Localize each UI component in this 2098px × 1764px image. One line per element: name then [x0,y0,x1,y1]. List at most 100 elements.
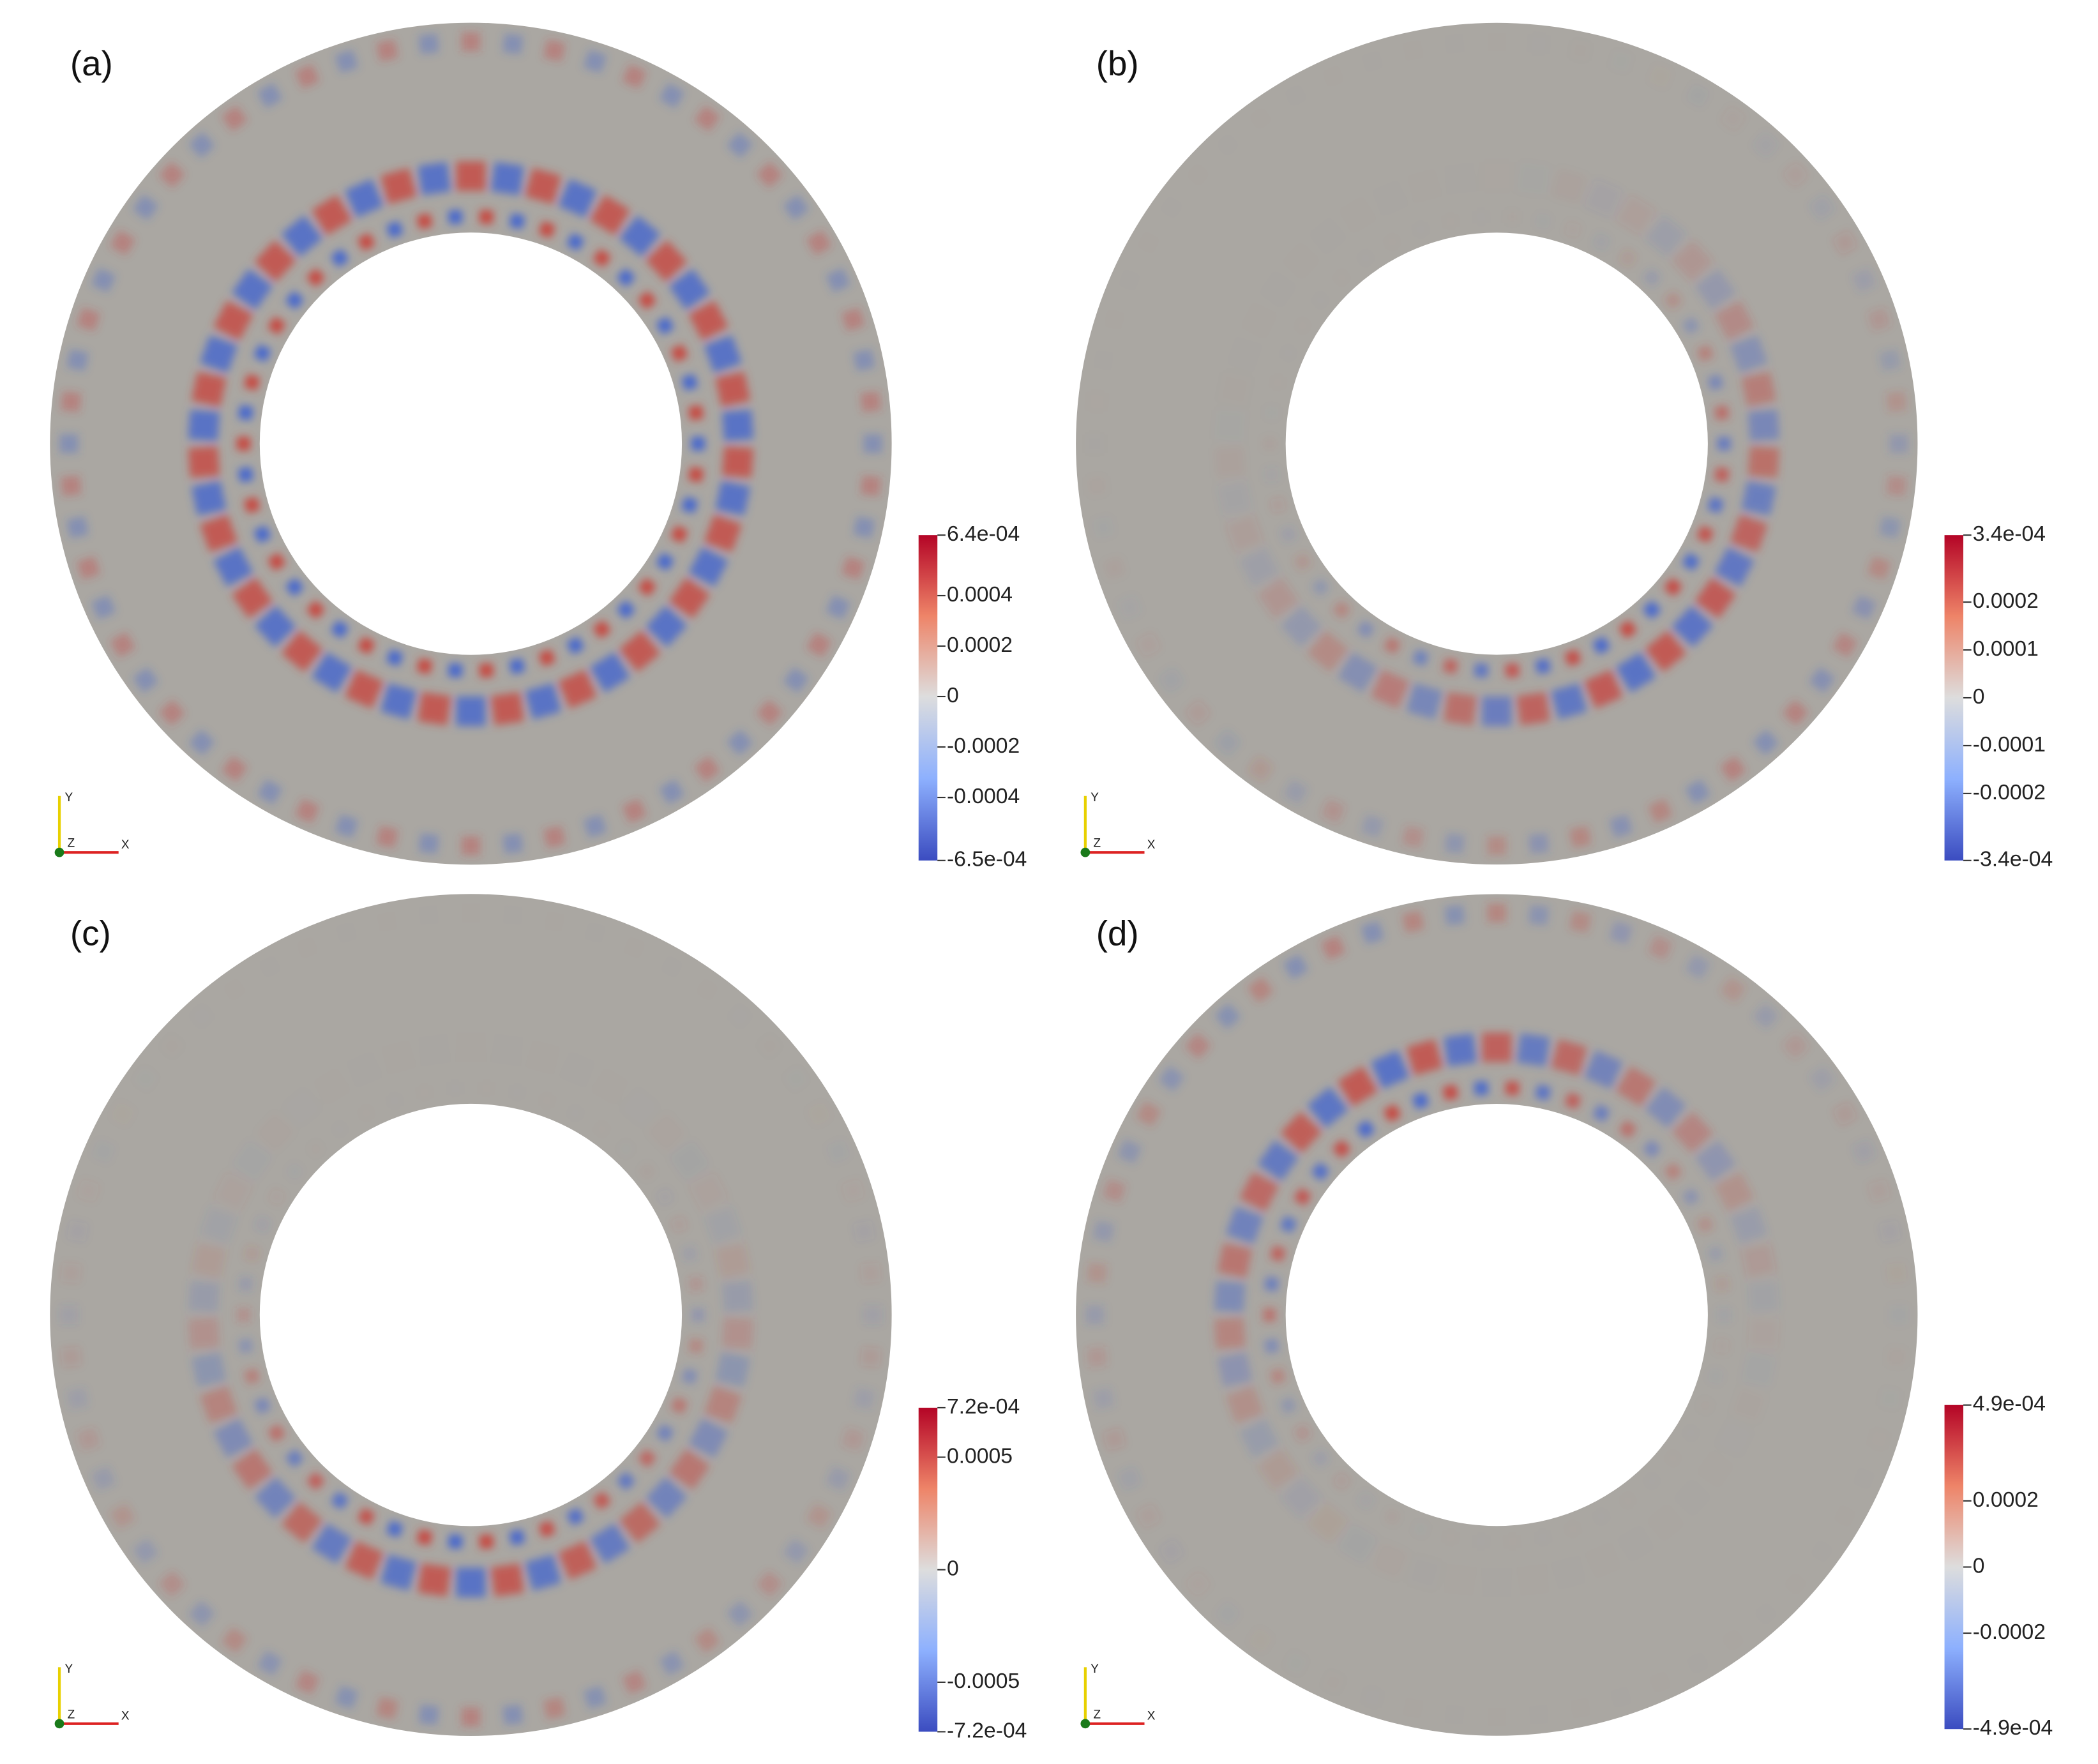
field-cell [1528,905,1550,926]
field-cell [418,905,439,925]
field-cell [1592,232,1611,252]
field-cell [1535,213,1551,229]
field-cell [281,1502,323,1544]
field-cell [456,1567,486,1597]
field-cell [1311,1162,1331,1181]
field-cell [852,1220,875,1243]
field-cell [756,161,783,188]
field-cell [691,437,705,451]
field-cell [267,1424,286,1443]
field-cell [806,1503,832,1529]
field-cell [1214,1281,1246,1313]
field-cell [1383,1104,1401,1122]
field-cell [721,1281,754,1313]
field-cell [543,910,566,933]
field-cell [188,132,215,158]
field-cell [1444,905,1465,926]
colorbar-tick-label: -3.4e-04 [1973,848,2053,871]
field-cell [1671,605,1714,647]
field-cell [860,475,881,496]
field-cell [509,658,525,674]
field-cell [1239,547,1279,587]
field-cell [1528,833,1550,854]
field-cell [257,1650,283,1677]
field-cell [1087,476,1107,496]
triad-label: Z [1093,837,1101,850]
field-cell [619,630,661,672]
annulus [1076,22,1918,865]
field-cell [1618,1120,1638,1139]
colorbar-tick-label: 0 [947,684,959,707]
field-cell [357,1507,375,1526]
field-cell [61,1262,82,1283]
field-cell [1717,437,1731,451]
field-cell [1642,600,1662,619]
field-cell [1214,1002,1241,1030]
field-cell [1505,210,1519,224]
field-cell [583,1685,607,1710]
field-cell [66,516,89,539]
field-cell [77,307,101,331]
field-cell [188,1317,220,1349]
field-cell [418,833,439,854]
field-cell [721,409,754,442]
triad-label: X [1147,838,1156,852]
field-cell [715,1242,751,1278]
field-cell [543,825,566,848]
field-cell [681,1368,698,1385]
field-cell [826,594,851,620]
field-cell [285,577,305,597]
field-cell [199,1385,238,1424]
field-cell [524,167,562,204]
field-cell [1832,229,1858,256]
field-cell [1482,1568,1511,1597]
field-cell [1092,1220,1115,1243]
colorbar [918,1407,938,1732]
field-cell [538,649,556,667]
field-cell [357,232,375,252]
field-cell [1747,409,1780,442]
field-cell [826,1466,851,1491]
field-cell [77,1427,101,1451]
field-cell [380,1554,417,1591]
field-cell [502,905,523,925]
field-cell [1730,1206,1768,1244]
field-cell [1615,195,1656,236]
field-cell [1618,248,1638,268]
field-cell [806,229,832,256]
field-cell [1487,903,1507,923]
field-cell [1618,620,1638,639]
field-cell [1714,1172,1755,1212]
field-cell [1714,467,1730,483]
field-cell [1714,1338,1730,1353]
field-cell [448,1081,462,1095]
field-cell [1085,434,1104,453]
field-cell [1184,1032,1212,1060]
annulus [50,22,892,865]
colorbar-tick-label: -0.0002 [1973,1620,2046,1644]
field-cell [1279,1215,1297,1233]
field-cell [456,696,486,727]
field-cell [1332,1139,1352,1159]
field-cell [1889,1306,1908,1324]
field-cell [1311,577,1331,597]
field-cell [1356,1491,1375,1511]
field-cell [254,1476,296,1519]
field-cell [1293,552,1312,571]
field-cell [188,1600,215,1627]
field-cell [1280,1111,1322,1154]
field-cell [1609,814,1633,838]
field-cell [1741,480,1776,516]
field-cell [1444,1564,1477,1597]
field-cell [66,1387,89,1410]
field-cell [704,335,742,373]
field-cell [66,1220,89,1243]
field-cell [863,1305,882,1325]
field-cell [380,167,417,204]
field-cell [231,269,273,310]
field-cell [479,1534,494,1549]
field-cell [294,1670,320,1695]
field-cell [1488,1708,1506,1726]
field-cell [1279,525,1297,543]
field-cell [1356,1120,1375,1139]
